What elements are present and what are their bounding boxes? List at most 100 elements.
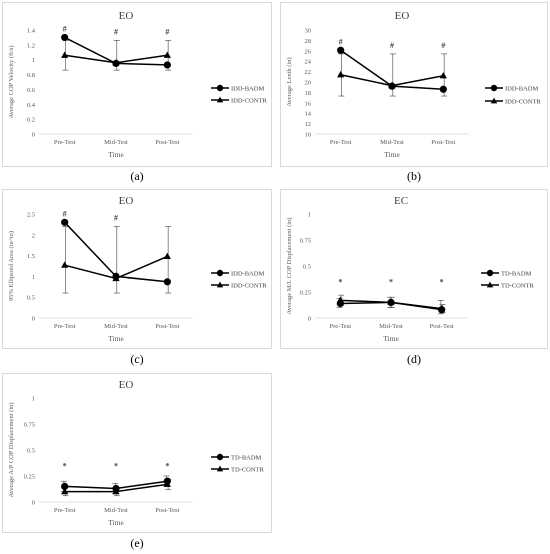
data-point-a — [163, 61, 171, 69]
chart-panel-b: EO 10 12 14 16 18 20 22 24 26 28 30 Pre-Test Mid-Test… — [280, 2, 548, 167]
legend-marker-b — [490, 84, 498, 92]
y-tick-label-b: 26 — [305, 48, 312, 55]
legend-marker-b — [490, 97, 498, 104]
significance-marker-b: # — [441, 41, 445, 50]
y-tick-label-c: 1.5 — [27, 253, 35, 260]
y-tick-label-e: 0 — [32, 500, 35, 507]
y-tick-label-a: 0.6 — [27, 87, 36, 94]
y-axis-label-d: Average M/L COP Displacement (in) — [286, 218, 293, 315]
significance-marker-e: * — [63, 462, 67, 471]
chart-title-a: EO — [119, 10, 134, 22]
data-point-b — [388, 81, 396, 89]
data-point-b — [337, 70, 345, 78]
x-tick-label-a: Post-Test — [155, 139, 179, 146]
y-axis-label-c: 95% Ellipsoid Area (in^in) — [8, 231, 15, 301]
legend-label-d-0: TD-BADM — [501, 271, 532, 278]
x-axis-label-e: Time — [108, 518, 124, 527]
chart-svg-c: EO 0 0.5 1 1.5 2 2.5 Pre-Test Mid-Test Post-Test T… — [8, 195, 267, 343]
data-point-a — [163, 51, 171, 58]
caption-c: (c) — [130, 352, 144, 366]
x-axis-label-a: Time — [108, 150, 124, 159]
chart-title-e: EO — [119, 379, 134, 391]
y-tick-label-b: 24 — [305, 59, 312, 66]
legend-label-b-0: IDD-BADM — [505, 86, 538, 93]
significance-marker-a: # — [165, 27, 169, 36]
significance-marker-b: # — [339, 37, 343, 46]
chart-svg-a: EO 0 0.2 0.4 0.6 0.8 1 1.2 1.4 Pre-Test Mid-Test Po… — [8, 10, 267, 159]
data-point-e — [112, 487, 120, 495]
significance-marker-c: # — [114, 213, 118, 222]
y-tick-label-e: 0.5 — [27, 448, 35, 455]
y-tick-label-b: 20 — [305, 80, 312, 87]
y-tick-label-d: 0.5 — [303, 264, 311, 271]
y-tick-label-d: 1 — [308, 212, 311, 219]
y-tick-label-a: 0.4 — [27, 102, 36, 109]
chart-svg-d: EC 0 0.25 0.5 0.75 1 Pre-Test Mid-Test Post-Test… — [286, 195, 535, 343]
y-tick-label-b: 16 — [305, 100, 312, 107]
chart-panel-e: EO 0 0.25 0.5 0.75 1 Pre-Test Mid-Test Post-Test… — [2, 373, 272, 533]
x-tick-label-c: Pre-Test — [54, 323, 76, 330]
y-tick-label-c: 0.5 — [27, 295, 35, 302]
legend-marker-e — [216, 453, 224, 461]
data-point-c — [112, 274, 120, 282]
y-axis-label-b: Average Lenth (in) — [286, 57, 293, 106]
data-point-c — [163, 252, 171, 260]
chart-panel-c: EO 0 0.5 1 1.5 2 2.5 Pre-Test Mid-Test Post-Test T… — [2, 189, 272, 349]
y-tick-label-e: 0.25 — [24, 474, 35, 481]
legend-label-e-1: TD-CONTR — [231, 467, 265, 474]
y-tick-label-b: 22 — [305, 69, 312, 76]
data-point-e — [61, 487, 69, 495]
y-tick-label-d: 0 — [308, 316, 311, 323]
legend-label-b-1: IDD-CONTR — [505, 99, 541, 106]
x-tick-label-b: Post-Test — [431, 139, 455, 146]
data-point-c — [163, 278, 171, 286]
data-point-c — [61, 261, 69, 268]
significance-marker-b: # — [390, 41, 394, 50]
x-tick-label-d: Mid-Test — [379, 323, 403, 330]
data-point-b — [439, 71, 447, 79]
legend-label-d-1: TD-CONTR — [501, 283, 535, 290]
chart-svg-b: EO 10 12 14 16 18 20 22 24 26 28 30 Pre-Test Mid-Test… — [286, 10, 541, 159]
significance-marker-d: * — [440, 278, 444, 287]
x-tick-label-b: Pre-Test — [330, 139, 352, 146]
y-axis-label-a: Average COP Velocity (ft/s) — [8, 46, 15, 119]
legend-marker-c — [216, 281, 224, 288]
chart-panel-a: EO 0 0.2 0.4 0.6 0.8 1 1.2 1.4 Pre-Test Mid-Test Po… — [2, 2, 272, 167]
x-tick-label-d: Post-Test — [430, 323, 454, 330]
legend-label-a-0: IDD-BADM — [231, 86, 264, 93]
y-tick-label-b: 18 — [305, 90, 312, 97]
x-tick-label-e: Post-Test — [155, 507, 179, 514]
y-tick-label-c: 1 — [32, 274, 35, 281]
x-tick-label-e: Mid-Test — [104, 507, 128, 514]
legend-label-a-1: IDD-CONTR — [231, 98, 267, 105]
x-tick-label-b: Mid-Test — [380, 139, 404, 146]
legend-marker-a — [216, 84, 224, 92]
y-axis-label-e: Average A/P COP Displacement (in) — [8, 402, 15, 497]
chart-title-c: EO — [119, 195, 134, 207]
significance-marker-c: # — [63, 209, 67, 218]
y-tick-label-a: 0.8 — [27, 72, 35, 79]
x-tick-label-d: Pre-Test — [330, 323, 352, 330]
significance-marker-e: * — [165, 462, 169, 471]
y-tick-label-b: 10 — [305, 132, 312, 139]
legend-marker-e — [216, 465, 224, 472]
caption-a: (a) — [130, 169, 144, 183]
data-point-d — [438, 304, 446, 312]
y-tick-label-c: 2.5 — [27, 212, 35, 219]
data-point-d — [336, 296, 344, 303]
data-point-a — [61, 33, 69, 42]
data-point-e — [61, 482, 69, 490]
legend-marker-a — [216, 96, 224, 103]
significance-marker-a: # — [114, 27, 118, 36]
chart-panel-d: EC 0 0.25 0.5 0.75 1 Pre-Test Mid-Test Post-Test… — [280, 189, 548, 349]
significance-marker-d: * — [338, 278, 342, 287]
legend-marker-d — [486, 281, 494, 288]
x-tick-label-c: Mid-Test — [104, 323, 128, 330]
chart-title-b: EO — [395, 10, 410, 22]
y-tick-label-a: 1 — [32, 57, 35, 64]
caption-b: (b) — [407, 169, 421, 183]
y-tick-label-b: 28 — [305, 38, 312, 45]
data-point-d — [387, 298, 395, 305]
x-axis-label-c: Time — [108, 334, 124, 343]
x-tick-label-e: Pre-Test — [54, 507, 76, 514]
